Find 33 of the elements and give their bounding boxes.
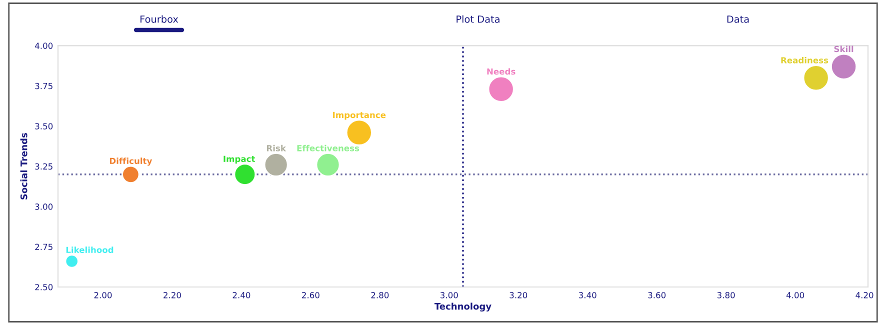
y-tick-label: 3.75 [35,82,52,90]
series-label: Skill [834,46,854,52]
x-tick-label: 3.20 [510,292,528,298]
series-label: Likelihood [66,246,114,254]
text: Data [727,16,749,23]
series-label: Difficulty [110,158,152,166]
series-label: Importance [333,112,386,120]
x-axis-title: Technology [434,302,492,312]
y-tick-label: 2.50 [35,284,53,290]
x-tick-label: 4.00 [786,292,804,298]
x-tick-label: 2.00 [94,292,112,298]
text: Fourbox [140,15,178,23]
x-tick-label: 2.20 [164,292,181,298]
x-tick-label: 2.60 [302,292,320,298]
series-label: Impact [224,156,256,164]
x-tick-label: 2.40 [232,292,250,298]
series-label: Readiness [781,56,828,64]
x-tick-label: 3.40 [578,292,596,298]
x-tick-label: 4.20 [856,292,874,298]
y-tick-label: 3.00 [35,204,53,210]
y-tick-label: 2.75 [35,244,52,250]
series-label: Effectiveness [297,144,360,152]
y-tick-label: 3.25 [35,163,52,170]
x-tick-label: 3.60 [648,292,666,298]
y-axis-title: Social Trends [20,133,28,200]
y-tick-label: 4.00 [34,42,53,49]
series-label: Risk [266,144,286,152]
x-tick-label: 2.80 [371,292,389,298]
x-tick-label: 3.00 [440,292,458,298]
x-tick-label: 3.80 [717,292,735,298]
y-tick-label: 3.50 [35,123,53,130]
text: Plot Data [456,15,500,23]
series-label: Needs [487,68,516,75]
